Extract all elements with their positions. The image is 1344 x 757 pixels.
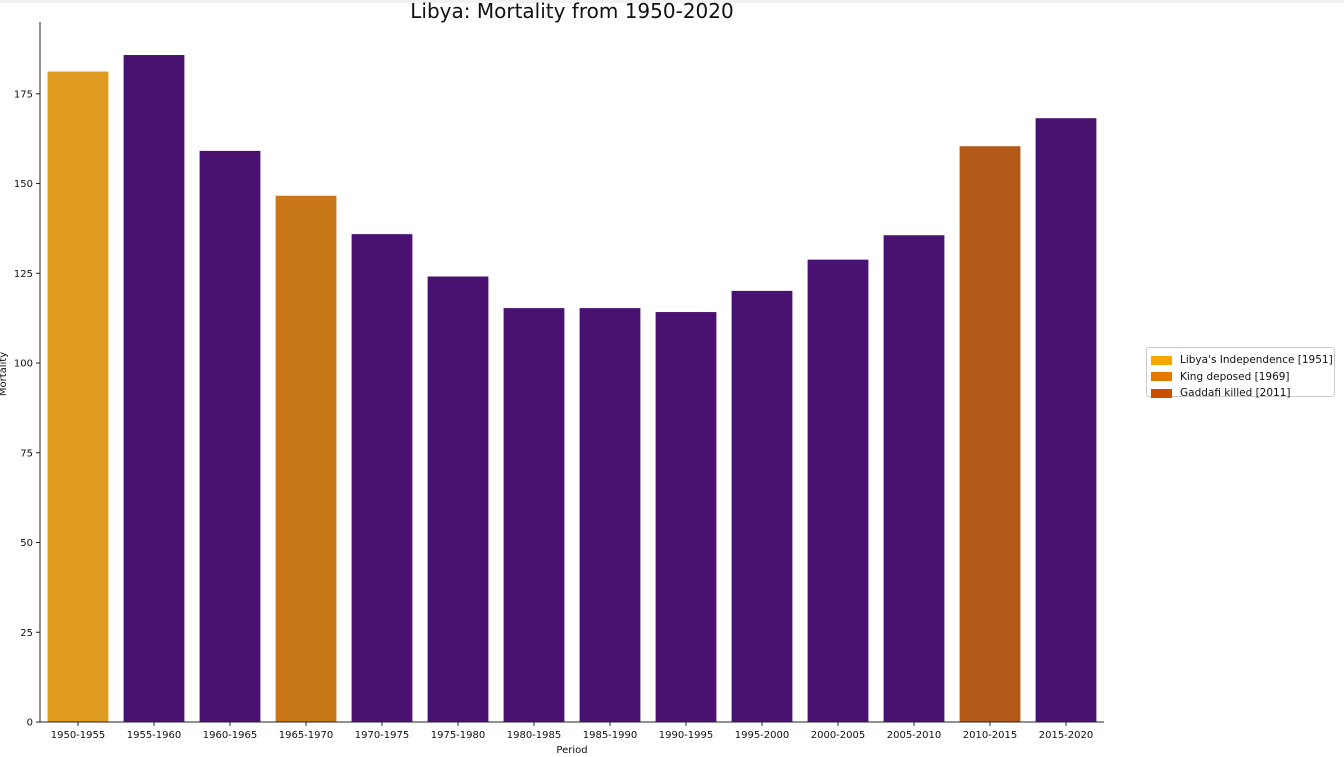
x-tick-label: 1955-1960 [127, 730, 182, 741]
y-axis-label: Mortality [0, 352, 9, 396]
x-tick-label: 2010-2015 [963, 730, 1018, 741]
x-tick-label: 1985-1990 [583, 730, 638, 741]
bar-1970-1975 [351, 234, 413, 722]
legend-swatch [1151, 372, 1172, 382]
legend-label: Libya's Independence [1951] [1180, 354, 1333, 367]
bars-group [47, 55, 1097, 723]
x-tick-label: 2005-2010 [887, 730, 942, 741]
legend-label: King deposed [1969] [1180, 370, 1290, 383]
x-axis: 1950-1955 1955-1960 1960-1965 1965-1970 1970… [40, 721, 1104, 741]
bar-2010-2015 [959, 146, 1021, 722]
legend: Libya's Independence [1951] King deposed… [1146, 347, 1335, 399]
bar-1950-1955 [47, 71, 109, 723]
bar-1955-1960 [123, 55, 185, 723]
bar-1960-1965 [199, 150, 261, 722]
legend-label: Gaddafi killed [2011] [1180, 387, 1291, 400]
chart-title: Libya: Mortality from 1950-2020 [410, 0, 733, 23]
legend-swatch [1151, 388, 1172, 398]
x-tick-label: 1980-1985 [507, 730, 562, 741]
x-tick-label: 1995-2000 [735, 730, 790, 741]
bar-2015-2020 [1035, 118, 1097, 722]
y-tick-label: 125 [14, 269, 33, 280]
y-tick-label: 75 [20, 448, 33, 459]
y-axis: 0 25 50 75 100 125 150 175 [14, 22, 41, 729]
y-tick-label: 50 [20, 538, 33, 549]
top-strip [0, 0, 1344, 3]
bar-1985-1990 [579, 308, 641, 722]
x-tick-label: 1960-1965 [203, 730, 258, 741]
x-tick-label: 2015-2020 [1039, 730, 1094, 741]
x-tick-label: 1970-1975 [355, 730, 410, 741]
x-tick-label: 2000-2005 [811, 730, 866, 741]
y-tick-label: 100 [14, 359, 33, 370]
y-tick-label: 175 [14, 89, 33, 100]
legend-item: King deposed [1969] [1151, 369, 1334, 386]
bar-2005-2010 [883, 235, 945, 722]
y-tick-label: 25 [20, 628, 33, 639]
bar-1965-1970 [275, 195, 337, 722]
x-tick-label: 1950-1955 [51, 730, 106, 741]
legend-item: Libya's Independence [1951] [1151, 352, 1334, 369]
x-axis-label: Period [556, 745, 587, 756]
x-tick-label: 1990-1995 [659, 730, 714, 741]
legend-swatch [1151, 355, 1172, 365]
y-tick-label: 0 [27, 718, 33, 729]
x-tick-label: 1965-1970 [279, 730, 334, 741]
bar-1990-1995 [655, 312, 717, 722]
y-tick-label: 150 [14, 179, 33, 190]
bar-1995-2000 [731, 290, 793, 722]
bar-1975-1980 [427, 276, 489, 722]
bar-2000-2005 [807, 259, 869, 722]
legend-item: Gaddafi killed [2011] [1151, 385, 1334, 402]
bar-1980-1985 [503, 308, 565, 722]
x-tick-label: 1975-1980 [431, 730, 486, 741]
